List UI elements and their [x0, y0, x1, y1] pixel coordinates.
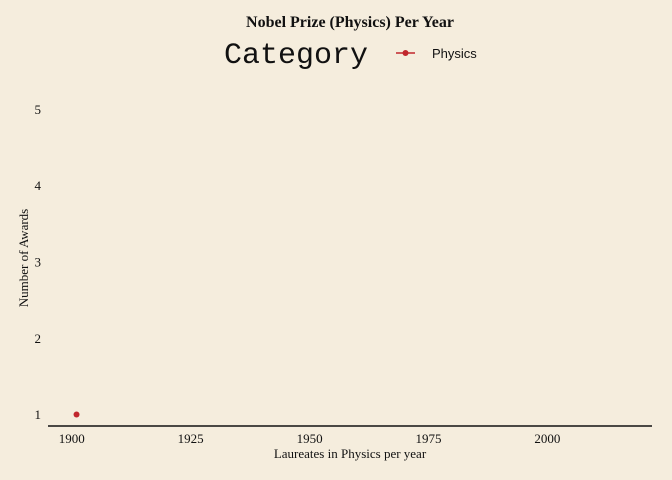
y-ticks: 1 2 3 4 5 [35, 102, 42, 422]
legend-title: Category [224, 39, 368, 73]
y-tick-label: 5 [35, 102, 42, 117]
legend-label-physics: Physics [432, 46, 477, 61]
x-ticks: 1900 1925 1950 1975 2000 [59, 431, 561, 446]
data-point [73, 411, 80, 418]
legend-marker-physics [402, 50, 409, 56]
x-tick-label: 2000 [534, 431, 560, 446]
x-tick-label: 1900 [59, 431, 85, 446]
x-tick-label: 1975 [415, 431, 441, 446]
x-axis-label: Laureates in Physics per year [274, 446, 427, 461]
y-tick-label: 1 [35, 407, 42, 422]
x-tick-label: 1950 [297, 431, 323, 446]
data-points [73, 411, 80, 418]
chart-title: Nobel Prize (Physics) Per Year [246, 14, 454, 31]
y-tick-label: 2 [35, 331, 42, 346]
y-tick-label: 3 [35, 255, 42, 270]
y-axis-label: Number of Awards [16, 209, 31, 307]
y-tick-label: 4 [35, 178, 42, 193]
x-tick-label: 1925 [178, 431, 204, 446]
legend: Category Physics [224, 39, 477, 73]
